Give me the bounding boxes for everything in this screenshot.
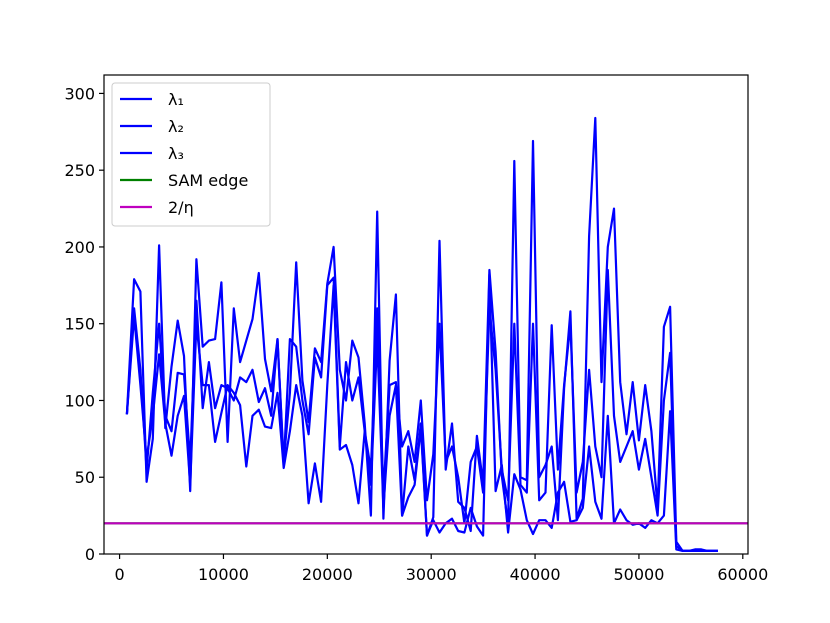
x-tick-label: 20000	[302, 565, 353, 584]
legend-box	[111, 82, 271, 227]
x-tick-label: 30000	[406, 565, 457, 584]
legend-label: λ₂	[168, 117, 184, 136]
legend-label: λ₃	[168, 144, 184, 163]
legend-label: 2/η	[168, 198, 194, 217]
y-tick-label: 100	[64, 391, 95, 410]
legend: λ₁ λ₂ λ₃ SAM edge 2/η	[111, 82, 271, 227]
y-tick-label: 150	[64, 315, 95, 334]
legend-label: SAM edge	[168, 171, 248, 190]
y-tick-label: 300	[64, 84, 95, 103]
series-layer	[104, 116, 748, 553]
legend-label: λ₁	[168, 90, 184, 109]
x-tick-label: 40000	[510, 565, 561, 584]
y-tick-label: 200	[64, 238, 95, 257]
y-tick-label: 250	[64, 161, 95, 180]
x-tick-label: 10000	[198, 565, 249, 584]
x-tick-label: 50000	[613, 565, 664, 584]
y-tick-label: 0	[85, 545, 95, 564]
x-tick-label: 0	[114, 565, 124, 584]
series-line-3	[125, 273, 718, 553]
y-axis: 0 50 100 150 200 250 300	[64, 84, 104, 564]
x-axis: 0 10000 20000 30000 40000 50000 60000	[114, 554, 768, 584]
plot-frame	[103, 74, 749, 555]
y-tick-label: 50	[75, 468, 95, 487]
x-tick-label: 60000	[717, 565, 768, 584]
